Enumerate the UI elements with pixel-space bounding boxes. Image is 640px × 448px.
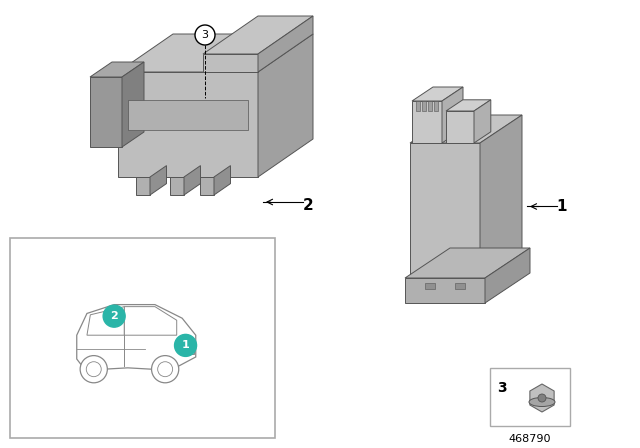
Ellipse shape [529, 397, 555, 406]
Text: 468790: 468790 [509, 434, 551, 444]
Bar [416, 101, 420, 111]
Polygon shape [87, 306, 124, 335]
Polygon shape [136, 177, 150, 195]
Polygon shape [485, 248, 530, 303]
Bar [425, 283, 435, 289]
Circle shape [175, 334, 196, 357]
Bar [180, 340, 195, 354]
Text: 3: 3 [497, 381, 507, 395]
Bar [422, 101, 426, 111]
Polygon shape [258, 34, 313, 177]
Polygon shape [405, 248, 530, 278]
Circle shape [538, 394, 546, 402]
Bar [428, 101, 432, 111]
Polygon shape [150, 166, 166, 195]
Bar [490, 368, 570, 426]
Text: 1: 1 [557, 199, 567, 214]
Circle shape [195, 25, 215, 45]
Circle shape [157, 362, 173, 377]
Circle shape [86, 362, 101, 377]
Polygon shape [77, 305, 196, 369]
Polygon shape [90, 77, 122, 147]
Polygon shape [118, 34, 313, 72]
Text: 2: 2 [303, 198, 314, 212]
Polygon shape [446, 100, 491, 111]
Polygon shape [530, 384, 554, 412]
Polygon shape [90, 62, 144, 77]
Polygon shape [118, 72, 258, 177]
Polygon shape [124, 306, 177, 335]
Polygon shape [412, 87, 463, 101]
Polygon shape [203, 16, 313, 54]
Polygon shape [412, 101, 442, 143]
Polygon shape [170, 177, 184, 195]
Text: 2: 2 [110, 311, 118, 321]
Circle shape [80, 356, 108, 383]
Bar [128, 100, 248, 130]
Polygon shape [214, 166, 230, 195]
Polygon shape [410, 143, 480, 298]
Polygon shape [184, 166, 200, 195]
Bar [10, 238, 275, 438]
Polygon shape [442, 87, 463, 143]
Text: 3: 3 [202, 30, 209, 40]
Polygon shape [203, 54, 258, 72]
Polygon shape [258, 16, 313, 72]
Text: 1: 1 [182, 340, 189, 350]
Bar [455, 283, 465, 289]
Polygon shape [446, 111, 474, 143]
Polygon shape [410, 115, 522, 143]
Circle shape [152, 356, 179, 383]
Polygon shape [200, 177, 214, 195]
Polygon shape [405, 278, 485, 303]
Polygon shape [122, 62, 144, 147]
Polygon shape [480, 115, 522, 298]
Circle shape [103, 305, 125, 327]
Polygon shape [474, 100, 491, 143]
Bar [434, 101, 438, 111]
